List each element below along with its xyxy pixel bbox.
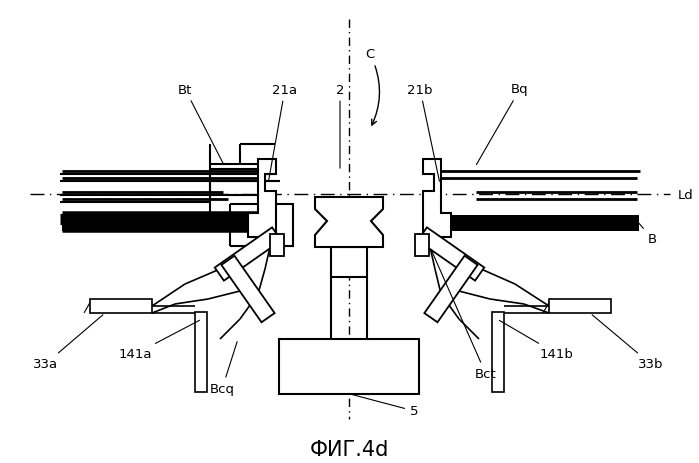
Text: 33b: 33b [592,315,663,371]
Text: Ld: Ld [678,189,693,202]
Bar [62,216,277,232]
Text: 21b: 21b [408,83,440,182]
Text: ФИГ.4d: ФИГ.4d [310,439,389,459]
Text: 141b: 141b [499,321,574,361]
Bar [270,234,284,257]
Polygon shape [423,160,451,247]
Polygon shape [248,160,276,247]
Text: C: C [366,49,380,126]
Bar [331,247,367,277]
Text: 5: 5 [353,395,419,418]
Text: 2: 2 [336,83,344,169]
Text: Bt: Bt [178,83,224,165]
Bar [90,300,152,313]
Polygon shape [424,256,477,323]
Bar [275,205,293,246]
Polygon shape [215,228,281,281]
Bar [549,300,611,313]
Polygon shape [315,198,383,247]
Polygon shape [418,228,484,281]
Text: Bcq: Bcq [210,342,237,396]
Polygon shape [222,256,275,323]
Bar [437,216,639,232]
Bar [195,313,207,392]
Text: 21a: 21a [268,83,298,182]
Bar [415,234,429,257]
Bar [279,339,419,394]
Text: 141a: 141a [119,320,199,361]
Text: 33a: 33a [33,315,103,371]
Text: Bq: Bq [477,83,529,165]
Text: B: B [639,224,657,246]
Text: Bct: Bct [431,250,497,381]
Bar [492,313,504,392]
